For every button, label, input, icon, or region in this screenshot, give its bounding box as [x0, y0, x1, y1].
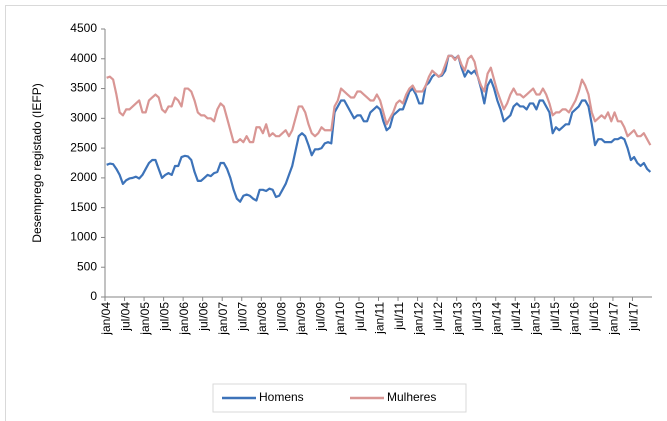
legend-label: Mulheres: [387, 390, 436, 404]
y-tick-label: 1000: [70, 230, 97, 244]
y-tick-label: 4000: [70, 51, 97, 65]
y-tick-label: 500: [77, 259, 97, 273]
x-tick-label: jul/08: [275, 302, 289, 332]
x-tick-label: jul/13: [470, 302, 484, 332]
x-tick-label: jan/09: [294, 302, 308, 336]
y-tick-label: 3500: [70, 81, 97, 95]
x-tick-label: jan/04: [99, 302, 113, 336]
x-tick-label: jul/16: [587, 302, 601, 332]
y-tick-label: 2000: [70, 170, 97, 184]
y-axis-title: Desemprego registado (IEFP): [30, 83, 44, 242]
x-tick-label: jan/08: [255, 302, 269, 336]
x-tick-label: jan/17: [607, 302, 621, 336]
x-tick-label: jan/05: [138, 302, 152, 336]
y-tick-label: 0: [90, 289, 97, 303]
x-tick-label: jan/11: [372, 302, 386, 335]
x-tick-label: jan/06: [177, 302, 191, 336]
y-tick-label: 1500: [70, 200, 97, 214]
x-tick-label: jan/07: [216, 302, 230, 336]
x-tick-label: jul/05: [157, 302, 171, 332]
legend-label: Homens: [259, 390, 304, 404]
x-tick-label: jul/11: [392, 302, 406, 331]
x-tick-label: jan/10: [333, 302, 347, 336]
y-tick-label: 4500: [70, 21, 97, 35]
x-tick-label: jan/15: [529, 302, 543, 336]
x-tick-label: jul/12: [431, 302, 445, 332]
x-tick-label: jan/16: [568, 302, 582, 336]
x-tick-label: jul/06: [196, 302, 210, 332]
x-tick-label: jan/13: [450, 302, 464, 336]
x-tick-label: jul/15: [548, 302, 562, 332]
x-tick-label: jul/10: [353, 302, 367, 332]
x-tick-label: jan/12: [411, 302, 425, 336]
series-line: [106, 54, 652, 146]
y-tick-label: 2500: [70, 140, 97, 154]
x-tick-label: jul/17: [626, 302, 640, 332]
x-tick-label: jul/04: [118, 302, 132, 332]
y-tick-label: 3000: [70, 111, 97, 125]
x-tick-label: jan/14: [490, 302, 504, 336]
series-line: [106, 54, 652, 203]
x-tick-label: jul/09: [314, 302, 328, 332]
x-tick-label: jul/07: [236, 302, 250, 332]
x-tick-label: jul/14: [509, 302, 523, 332]
